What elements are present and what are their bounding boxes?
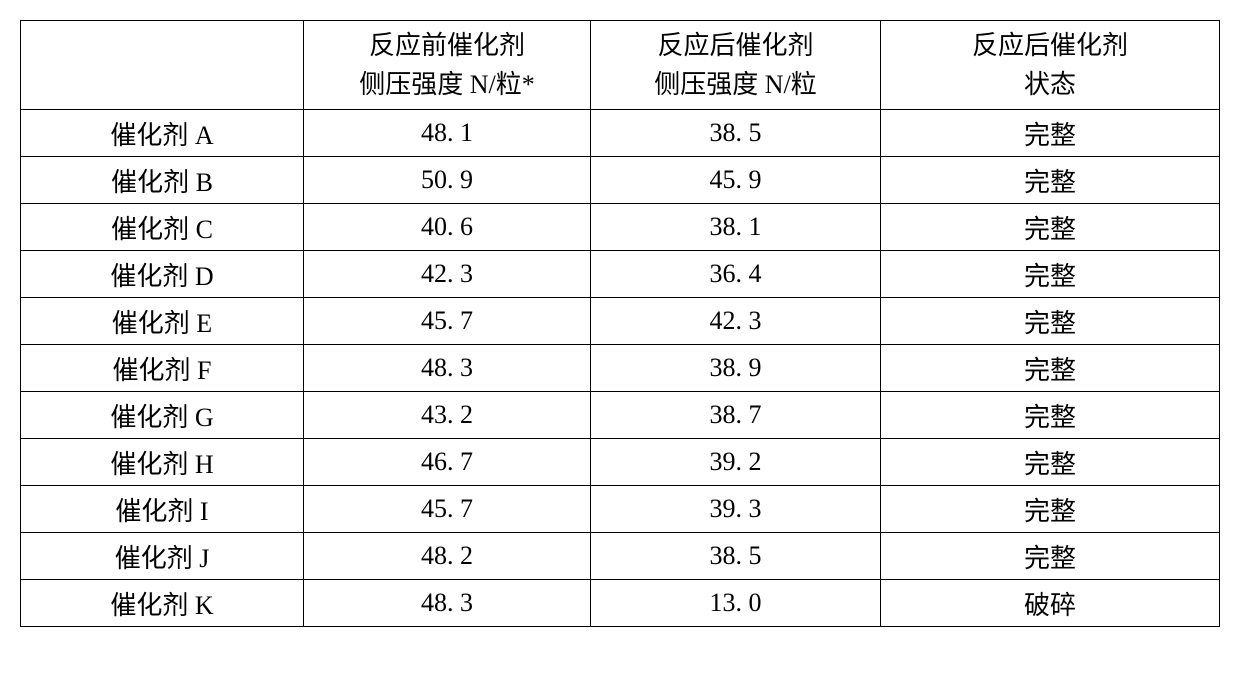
catalyst-name-cell: 催化剂 A [21,110,304,157]
table-row: 催化剂 F 48. 3 38. 9 完整 [21,345,1220,392]
table-row: 催化剂 I 45. 7 39. 3 完整 [21,486,1220,533]
col-header-line1: 反应后催化剂 [591,26,880,65]
state-cell: 完整 [881,392,1220,439]
state-cell: 完整 [881,251,1220,298]
table-row: 催化剂 A 48. 1 38. 5 完整 [21,110,1220,157]
catalyst-name-cell: 催化剂 B [21,157,304,204]
before-strength-cell: 45. 7 [304,298,591,345]
catalyst-name-cell: 催化剂 J [21,533,304,580]
catalyst-name-cell: 催化剂 E [21,298,304,345]
before-strength-cell: 42. 3 [304,251,591,298]
col-header-before: 反应前催化剂 侧压强度 N/粒* [304,21,591,110]
before-strength-cell: 48. 3 [304,345,591,392]
before-strength-cell: 45. 7 [304,486,591,533]
state-cell: 完整 [881,157,1220,204]
after-strength-cell: 39. 2 [591,439,881,486]
table-row: 催化剂 G 43. 2 38. 7 完整 [21,392,1220,439]
state-cell: 完整 [881,486,1220,533]
catalyst-name-cell: 催化剂 I [21,486,304,533]
table-row: 催化剂 H 46. 7 39. 2 完整 [21,439,1220,486]
after-strength-cell: 42. 3 [591,298,881,345]
after-strength-cell: 38. 5 [591,110,881,157]
before-strength-cell: 50. 9 [304,157,591,204]
state-cell: 完整 [881,345,1220,392]
state-cell: 完整 [881,439,1220,486]
col-header-line2: 侧压强度 N/粒 [591,65,880,104]
before-strength-cell: 46. 7 [304,439,591,486]
after-strength-cell: 45. 9 [591,157,881,204]
table-body: 催化剂 A 48. 1 38. 5 完整 催化剂 B 50. 9 45. 9 完… [21,110,1220,627]
before-strength-cell: 40. 6 [304,204,591,251]
state-cell: 破碎 [881,580,1220,627]
after-strength-cell: 36. 4 [591,251,881,298]
table-row: 催化剂 D 42. 3 36. 4 完整 [21,251,1220,298]
state-cell: 完整 [881,298,1220,345]
before-strength-cell: 43. 2 [304,392,591,439]
after-strength-cell: 38. 1 [591,204,881,251]
table-row: 催化剂 B 50. 9 45. 9 完整 [21,157,1220,204]
table-row: 催化剂 J 48. 2 38. 5 完整 [21,533,1220,580]
after-strength-cell: 38. 7 [591,392,881,439]
col-header-blank [21,21,304,110]
col-header-state: 反应后催化剂 状态 [881,21,1220,110]
col-header-line2: 状态 [881,65,1219,104]
before-strength-cell: 48. 1 [304,110,591,157]
after-strength-cell: 39. 3 [591,486,881,533]
after-strength-cell: 38. 5 [591,533,881,580]
catalyst-name-cell: 催化剂 F [21,345,304,392]
catalyst-name-cell: 催化剂 H [21,439,304,486]
col-header-line2: 侧压强度 N/粒* [304,65,590,104]
catalyst-strength-table: 反应前催化剂 侧压强度 N/粒* 反应后催化剂 侧压强度 N/粒 反应后催化剂 … [20,20,1220,627]
state-cell: 完整 [881,204,1220,251]
table-row: 催化剂 E 45. 7 42. 3 完整 [21,298,1220,345]
state-cell: 完整 [881,533,1220,580]
col-header-after: 反应后催化剂 侧压强度 N/粒 [591,21,881,110]
catalyst-name-cell: 催化剂 K [21,580,304,627]
catalyst-name-cell: 催化剂 G [21,392,304,439]
table-row: 催化剂 C 40. 6 38. 1 完整 [21,204,1220,251]
catalyst-name-cell: 催化剂 D [21,251,304,298]
catalyst-name-cell: 催化剂 C [21,204,304,251]
col-header-line1: 反应前催化剂 [304,26,590,65]
before-strength-cell: 48. 2 [304,533,591,580]
table-header-row: 反应前催化剂 侧压强度 N/粒* 反应后催化剂 侧压强度 N/粒 反应后催化剂 … [21,21,1220,110]
before-strength-cell: 48. 3 [304,580,591,627]
table-row: 催化剂 K 48. 3 13. 0 破碎 [21,580,1220,627]
state-cell: 完整 [881,110,1220,157]
after-strength-cell: 38. 9 [591,345,881,392]
after-strength-cell: 13. 0 [591,580,881,627]
col-header-line1: 反应后催化剂 [881,26,1219,65]
